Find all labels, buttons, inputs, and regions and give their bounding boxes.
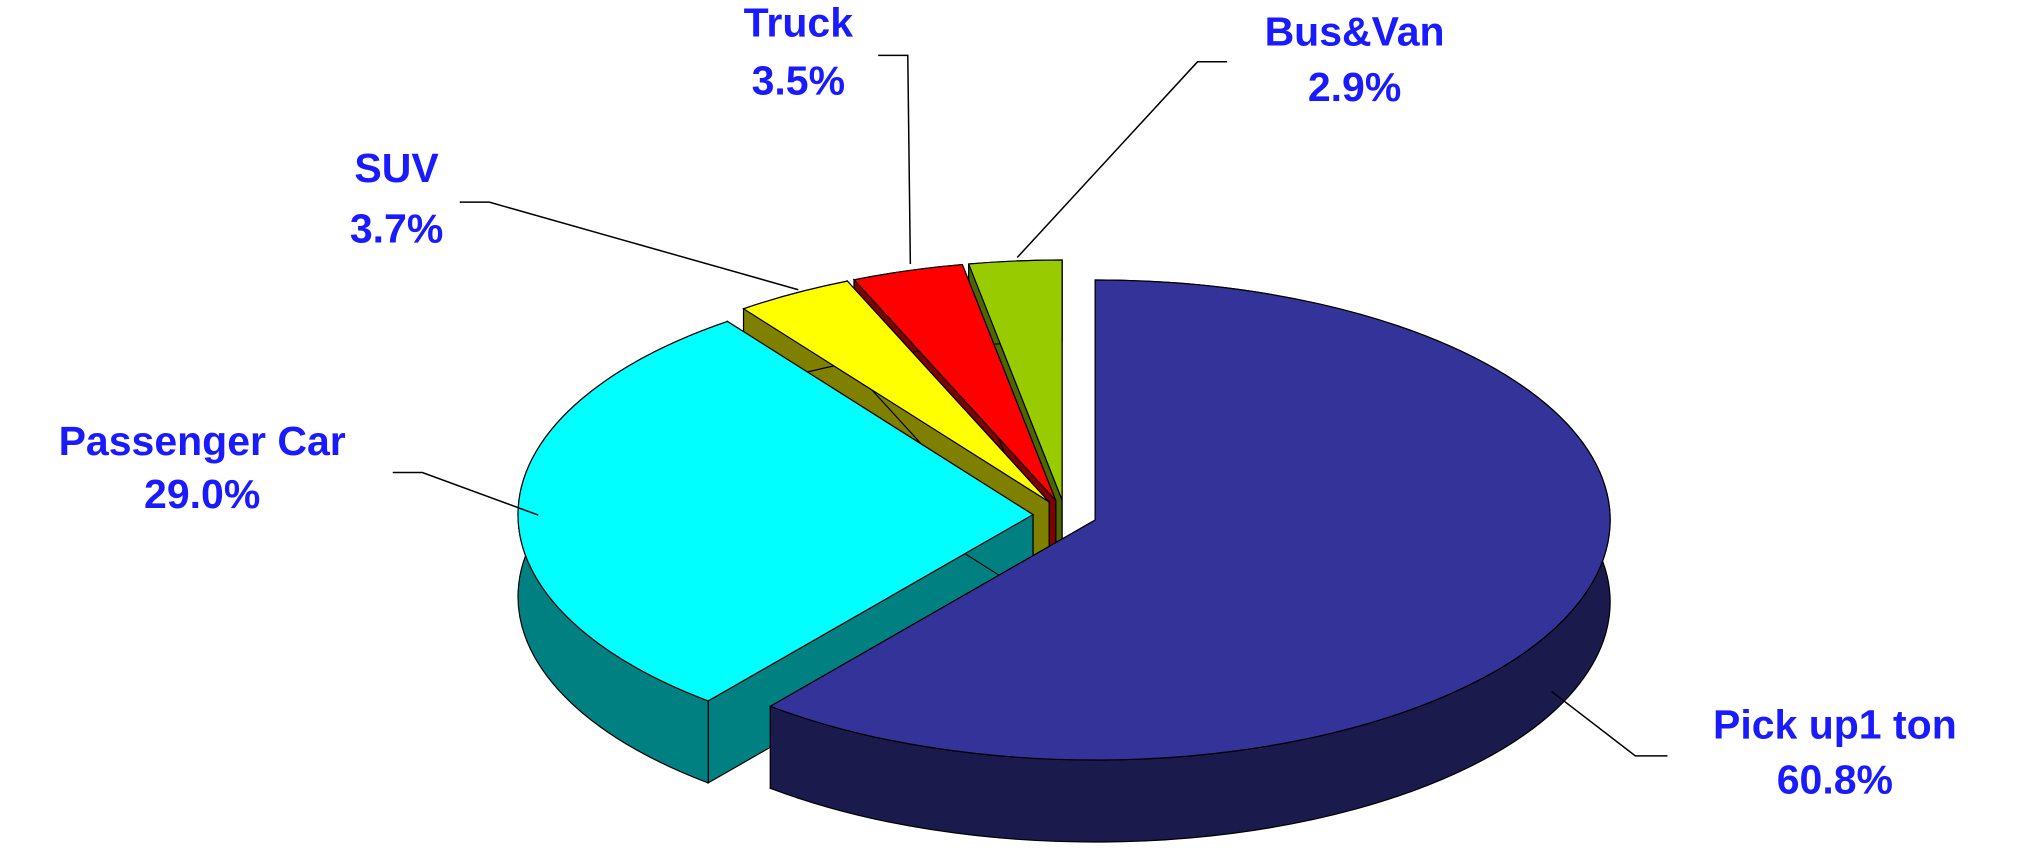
data-label-value: 3.7% bbox=[350, 206, 443, 252]
slice bbox=[742, 280, 1050, 503]
leader-line bbox=[878, 54, 912, 264]
slice bbox=[967, 259, 1063, 501]
leader-line bbox=[392, 471, 539, 516]
data-label-value: 60.8% bbox=[1777, 757, 1893, 803]
data-label-value: 29.0% bbox=[144, 471, 260, 517]
data-label-name: Passenger Car bbox=[59, 418, 346, 464]
data-label-value: 3.5% bbox=[752, 58, 845, 104]
data-label-name: Truck bbox=[744, 0, 854, 46]
slice bbox=[852, 263, 1057, 502]
slice bbox=[517, 320, 1035, 702]
data-label-name: Bus&Van bbox=[1265, 9, 1445, 55]
leader-line bbox=[1016, 61, 1228, 259]
leader-line bbox=[1551, 690, 1668, 757]
data-label-name: SUV bbox=[354, 145, 439, 191]
data-label-value: 2.9% bbox=[1308, 64, 1401, 110]
slice bbox=[768, 279, 1611, 761]
data-label-name: Pick up1 ton bbox=[1713, 701, 1957, 747]
leader-line bbox=[459, 201, 799, 291]
